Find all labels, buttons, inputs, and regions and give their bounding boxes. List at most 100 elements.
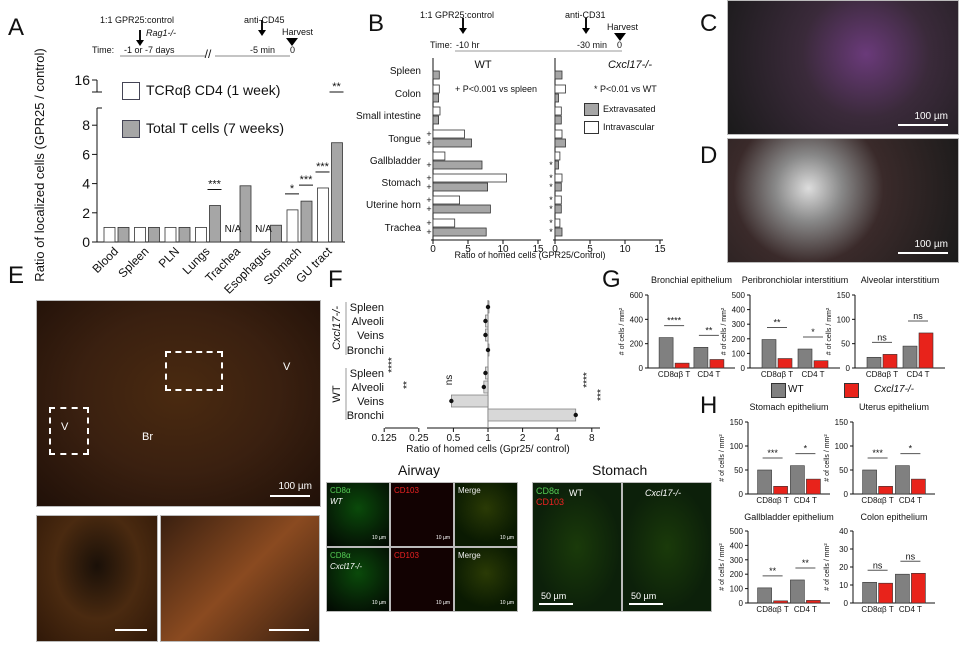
a-host-text: Rag1-/- bbox=[146, 28, 177, 38]
y-tick-label: 50 bbox=[734, 466, 743, 475]
bar bbox=[432, 204, 491, 214]
bar bbox=[117, 226, 130, 243]
y-tick-label: 400 bbox=[732, 306, 746, 315]
bar-ko bbox=[911, 478, 926, 495]
tile-stain-label: CD8α bbox=[536, 486, 560, 496]
a-timeline-break: // bbox=[205, 47, 212, 61]
bar-ko bbox=[882, 354, 898, 369]
bar bbox=[432, 218, 456, 228]
bar bbox=[432, 182, 488, 192]
y-tick-label: 100 bbox=[730, 585, 744, 594]
y-tick-label: Uterine horn bbox=[366, 200, 421, 211]
y-tick-label: Alveoli bbox=[352, 382, 384, 394]
bar-wt bbox=[866, 356, 882, 369]
significance-label: ns bbox=[873, 560, 883, 570]
bar bbox=[209, 205, 221, 243]
subplot-title: Uterus epithelium bbox=[859, 402, 929, 412]
y-tick-label: Tongue bbox=[388, 134, 421, 145]
subplot-title: Colon epithelium bbox=[860, 512, 927, 522]
y-tick-label: 6 bbox=[82, 146, 90, 162]
bar-ko bbox=[674, 362, 690, 369]
micrograph-d: 100 µm bbox=[727, 138, 959, 263]
legend-label-total-t: Total T cells (7 weeks) bbox=[146, 120, 284, 136]
b-time-3: 0 bbox=[617, 40, 623, 50]
panel-label-c: C bbox=[700, 10, 718, 37]
y-tick-label: 400 bbox=[630, 315, 644, 324]
bar bbox=[432, 84, 440, 94]
significance-mark: * bbox=[549, 160, 553, 170]
y-tick-label: 200 bbox=[732, 335, 746, 344]
bar-wt bbox=[790, 465, 805, 495]
airway-tile: Merge 10 µm bbox=[454, 482, 518, 547]
panel-label-b: B bbox=[368, 10, 385, 37]
significance-label: *** bbox=[872, 448, 883, 458]
x-tick-label: PLN bbox=[156, 244, 182, 270]
tile-stain-label-2: CD103 bbox=[536, 497, 565, 507]
b-harvest-text: Harvest bbox=[607, 22, 639, 32]
y-tick-label: Stomach bbox=[382, 178, 421, 189]
subplot-title: Bronchial epithelium bbox=[651, 275, 732, 285]
x-tick-label: CD8αβ T bbox=[861, 496, 893, 505]
significance-mark: + bbox=[426, 129, 431, 139]
x-tick-label: CD4 T bbox=[802, 370, 825, 379]
a-time-3: 0 bbox=[290, 45, 296, 55]
y-tick-label: Veins bbox=[357, 330, 384, 342]
panel-label-e: E bbox=[8, 262, 25, 289]
tile-scale-label: 10 µm bbox=[372, 600, 386, 606]
a-harvest-text: Harvest bbox=[282, 27, 314, 37]
down-arrow-icon bbox=[582, 28, 590, 34]
x-tick-label: 8 bbox=[589, 433, 595, 444]
y-tick-label: 100 bbox=[835, 442, 849, 451]
significance-mark: + bbox=[426, 182, 431, 192]
stomach-title: Stomach bbox=[592, 462, 648, 478]
bar-ko bbox=[878, 486, 893, 495]
significance-mark: + bbox=[426, 195, 431, 205]
airway-tile: CD8α WT 10 µm bbox=[326, 482, 390, 547]
y-tick-label: 0 bbox=[739, 490, 744, 499]
bar bbox=[300, 200, 313, 243]
significance-label: *** bbox=[767, 448, 778, 458]
bar bbox=[103, 226, 116, 243]
significance-label: ns bbox=[913, 311, 923, 321]
group-label: Cxcl17-/- bbox=[331, 306, 343, 350]
bar-wt bbox=[862, 469, 877, 495]
bar-ko bbox=[878, 582, 893, 604]
tile-scale-label: 10 µm bbox=[372, 535, 386, 541]
x-tick-label: CD8αβ T bbox=[658, 370, 690, 379]
y-axis-label: # of cells / mm² bbox=[721, 307, 728, 355]
y-tick-label: 300 bbox=[732, 320, 746, 329]
y-tick-label: 10 bbox=[839, 581, 848, 590]
y-tick-label: 0 bbox=[844, 490, 849, 499]
y-tick-label: Alveoli bbox=[352, 316, 384, 328]
bar-ko bbox=[806, 600, 821, 604]
label-vein-1: V bbox=[61, 421, 69, 433]
down-arrow-icon bbox=[459, 28, 467, 34]
bar bbox=[554, 115, 562, 125]
b-time-1: -10 hr bbox=[456, 40, 480, 50]
significance-label: *** bbox=[300, 174, 314, 186]
tile-scale-label: 10 µm bbox=[500, 600, 514, 606]
bar bbox=[432, 93, 439, 103]
data-point bbox=[485, 347, 491, 353]
x-tick-label: 0.5 bbox=[446, 433, 460, 444]
scale-label-d: 100 µm bbox=[914, 239, 948, 250]
bar-wt bbox=[757, 587, 772, 604]
y-tick-label: 0 bbox=[741, 364, 746, 373]
airway-tile: Merge 10 µm bbox=[454, 547, 518, 612]
y-tick-label: Bronchi bbox=[347, 345, 384, 357]
y-tick-label: 150 bbox=[835, 418, 849, 427]
y-tick-label: 0 bbox=[739, 599, 744, 608]
bar-wt bbox=[761, 339, 777, 369]
stomach-tile: Cxcl17-/- 50 µm bbox=[622, 482, 712, 612]
x-axis-label: Ratio of homed cells (Gpr25/ control) bbox=[406, 444, 569, 455]
significance-mark: * bbox=[549, 227, 553, 237]
x-tick-label: CD4 T bbox=[697, 370, 720, 379]
scale-bar-c bbox=[898, 124, 948, 126]
scale-bar-e-inset-2 bbox=[269, 629, 309, 631]
x-tick-label: CD4 T bbox=[907, 370, 930, 379]
y-tick-label: Gallbladder bbox=[370, 156, 422, 167]
a-injection-text: 1:1 GPR25:control bbox=[100, 15, 175, 25]
y-tick-label: 2 bbox=[82, 205, 90, 221]
y-tick-label: 8 bbox=[82, 117, 90, 133]
tile-genotype-label: WT bbox=[330, 497, 343, 506]
